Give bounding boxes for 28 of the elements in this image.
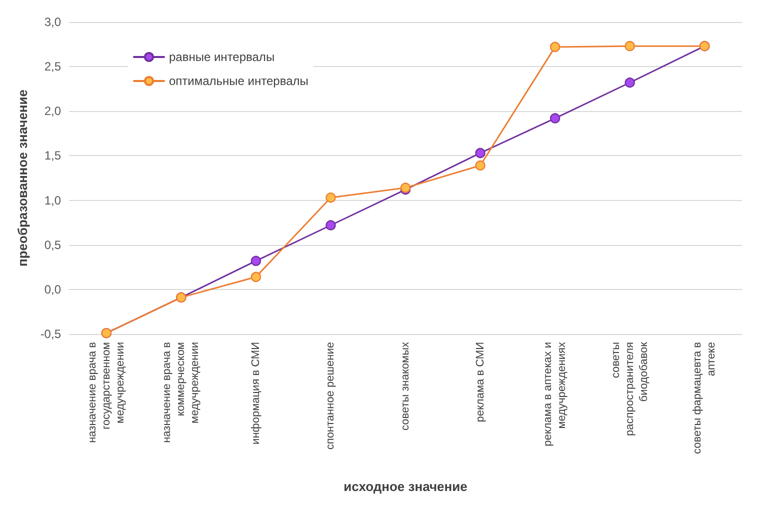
x-tick-label: назначение врача в государственном медучреждении (86, 342, 126, 443)
point (550, 42, 560, 52)
point (326, 220, 336, 230)
y-tick-label: 1,5 (44, 148, 62, 163)
point (250, 272, 262, 282)
point (624, 78, 635, 88)
point (475, 148, 486, 158)
point (624, 40, 635, 52)
y-tick-label: 1,0 (44, 193, 62, 208)
legend-label: равные интервалы (169, 50, 275, 64)
point (326, 192, 336, 203)
y-tick-label: 0,5 (44, 238, 62, 252)
point (550, 113, 560, 124)
point (250, 256, 262, 266)
y-tick-label: -0,5 (40, 327, 62, 341)
legend-label: оптимальные интервалы (169, 74, 308, 88)
x-tick-label: спонтанное решение (324, 342, 337, 450)
y-tick-label: 0,0 (44, 282, 62, 296)
x-tick-label: советы фармацевта в аптеке (692, 342, 718, 454)
x-axis-title: исходное значение (344, 479, 468, 494)
y-tick-label: 2,5 (44, 60, 62, 74)
point (475, 160, 486, 171)
y-tick-label: 2,0 (44, 104, 62, 118)
x-tick-label: реклама в СМИ (474, 342, 486, 422)
y-axis-title: преобразованное значение (15, 89, 30, 267)
x-tick-label: советы знакомых (400, 342, 412, 430)
x-tick-label: информация в СМИ (250, 342, 262, 444)
y-tick-label: 3,0 (44, 15, 62, 29)
